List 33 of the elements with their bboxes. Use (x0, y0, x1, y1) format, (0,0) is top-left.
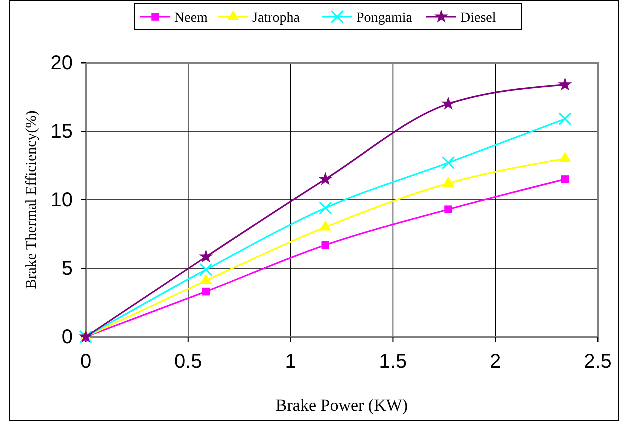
point (199, 250, 214, 263)
legend-label: Diesel (460, 11, 496, 26)
y-tick-label: 5 (62, 258, 73, 280)
point (558, 112, 572, 126)
point (559, 152, 572, 162)
point (322, 241, 330, 250)
point (442, 96, 456, 110)
x-tick-label: 1 (285, 351, 296, 374)
x-tick-label: 2 (490, 351, 502, 374)
y-axis-title: Brake Thermal Efficiency(%) (24, 110, 40, 290)
y-tick-label: 10 (50, 189, 73, 212)
point (200, 274, 212, 284)
x-axis-title: Brake Power (KW) (276, 396, 408, 415)
legend-label: Jatropha (252, 11, 301, 26)
point (442, 156, 456, 170)
point (320, 220, 332, 231)
y-tick-label: 20 (50, 52, 73, 74)
point (558, 78, 572, 91)
point (200, 263, 213, 276)
x-tick-label: 2.5 (584, 351, 612, 374)
point (442, 176, 454, 187)
point (319, 202, 332, 215)
x-tick-label: 0 (80, 351, 92, 374)
legend-label: Pongamia (356, 11, 414, 26)
y-tick-label: 0 (62, 326, 73, 348)
point (444, 206, 452, 214)
x-tick-label: 0.5 (174, 351, 202, 374)
point (318, 172, 333, 186)
x-tick-label: 1.5 (379, 351, 408, 374)
point (202, 288, 210, 296)
legend-label: Neem (174, 11, 208, 26)
point (561, 176, 570, 184)
y-tick-label: 15 (50, 120, 73, 143)
